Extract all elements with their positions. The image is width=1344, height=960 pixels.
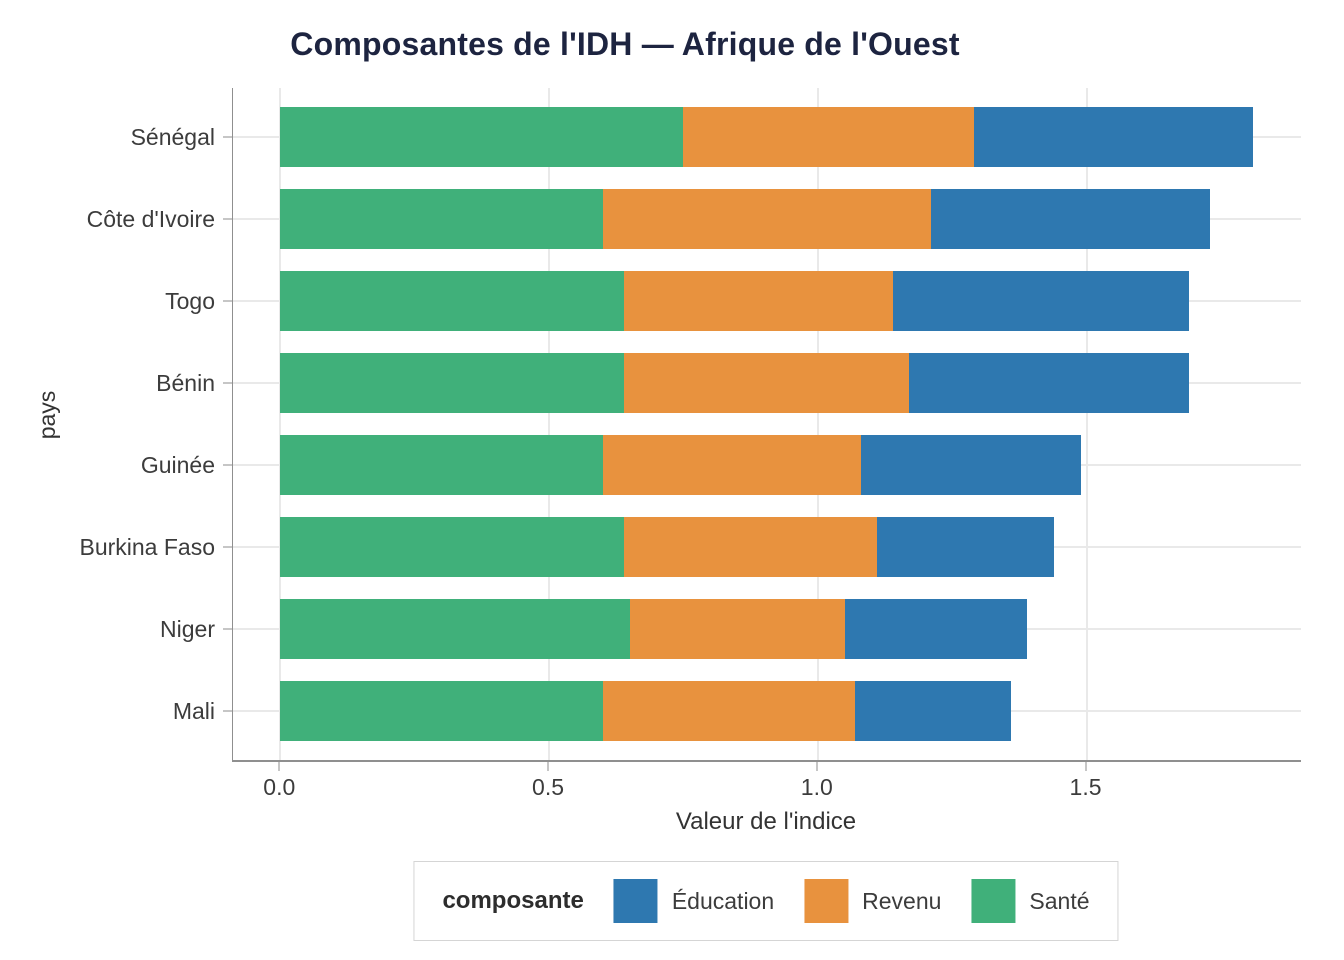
bar-segment-revenu — [602, 189, 931, 249]
legend: composante Éducation Revenu Santé — [413, 861, 1119, 941]
bar-segment-education — [973, 107, 1254, 167]
bar-segment-education — [855, 681, 1012, 741]
x-tick-mark — [815, 762, 818, 771]
bar-segment-education — [876, 517, 1055, 577]
y-axis-label: Togo — [165, 288, 215, 314]
y-axis-label: Bénin — [156, 370, 215, 396]
bar-segment-education — [860, 435, 1082, 495]
y-tick-mark — [223, 218, 232, 220]
y-axis-label: Sénégal — [130, 124, 215, 150]
legend-entry-revenu: Revenu — [804, 879, 941, 923]
gridline-x — [279, 88, 282, 760]
y-axis-label: Guinée — [140, 452, 215, 478]
y-tick-mark — [223, 382, 232, 384]
x-axis-tick-label: 0.0 — [263, 774, 296, 800]
bar-segment-sante — [280, 107, 684, 167]
y-axis-label: Mali — [172, 698, 215, 724]
y-axis-title: pays — [33, 390, 60, 440]
y-tick-mark — [223, 300, 232, 302]
bar-segment-revenu — [629, 599, 845, 659]
gridline-x — [548, 88, 551, 760]
legend-swatch-sante — [971, 879, 1016, 923]
bar-segment-sante — [280, 353, 625, 413]
bar-segment-education — [909, 353, 1189, 413]
legend-entries: Éducation Revenu Santé — [613, 879, 1090, 923]
bar-segment-sante — [280, 189, 603, 249]
legend-label: Revenu — [862, 887, 942, 914]
y-axis-label: Burkina Faso — [79, 534, 215, 560]
plot-panel — [232, 88, 1301, 762]
x-axis-title: Valeur de l'indice — [675, 808, 857, 835]
bar-segment-revenu — [624, 271, 894, 331]
bar-segment-sante — [280, 435, 603, 495]
bar-segment-sante — [280, 681, 603, 741]
legend-label: Santé — [1029, 887, 1090, 914]
bar-segment-revenu — [602, 681, 856, 741]
legend-title: composante — [442, 887, 584, 914]
y-tick-mark — [223, 628, 232, 630]
y-axis-label: Côte d'Ivoire — [86, 206, 215, 232]
legend-swatch-education — [613, 879, 658, 923]
legend-label: Éducation — [671, 887, 775, 914]
bar-segment-education — [930, 189, 1211, 249]
y-tick-mark — [223, 464, 232, 466]
bar-segment-education — [844, 599, 1028, 659]
gridline-x — [816, 88, 819, 760]
x-axis-tick-label: 0.5 — [532, 774, 565, 800]
legend-entry-education: Éducation — [613, 879, 775, 923]
bar-segment-revenu — [602, 435, 861, 495]
bar-segment-revenu — [683, 107, 974, 167]
legend-swatch-revenu — [804, 879, 849, 923]
x-axis-tick-label: 1.5 — [1069, 774, 1102, 800]
x-tick-mark — [278, 762, 281, 771]
legend-entry-sante: Santé — [971, 879, 1090, 923]
chart-title: Composantes de l'IDH — Afrique de l'Oues… — [290, 26, 960, 62]
bar-segment-revenu — [624, 517, 877, 577]
bar-segment-sante — [280, 517, 625, 577]
bar-segment-sante — [280, 271, 625, 331]
x-axis-tick-label: 1.0 — [800, 774, 833, 800]
bar-segment-sante — [280, 599, 630, 659]
x-tick-mark — [547, 762, 550, 771]
y-axis-label: Niger — [160, 616, 215, 642]
bar-segment-revenu — [624, 353, 910, 413]
x-tick-mark — [1084, 762, 1087, 771]
y-tick-mark — [223, 136, 232, 138]
y-tick-mark — [223, 710, 232, 712]
gridline-x — [1085, 88, 1088, 760]
bar-segment-education — [893, 271, 1189, 331]
y-tick-mark — [223, 546, 232, 548]
